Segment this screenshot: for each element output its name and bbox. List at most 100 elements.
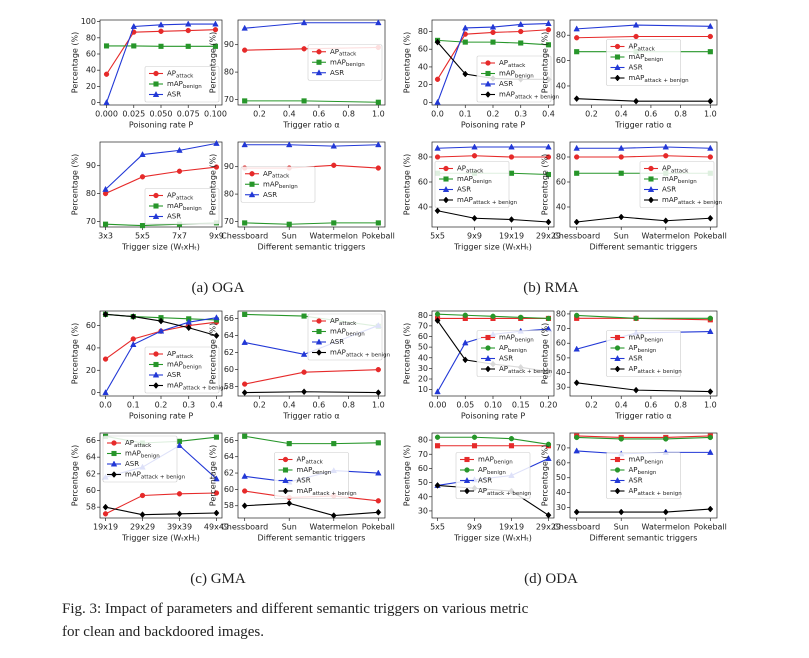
y-axis-label: Percentage (%) xyxy=(71,323,80,384)
marker xyxy=(315,69,323,76)
marker xyxy=(462,70,469,78)
figure-caption: Fig. 3: Impact of parameters and differe… xyxy=(62,601,529,617)
marker xyxy=(518,314,524,321)
y-axis-label: Percentage (%) xyxy=(71,445,80,506)
x-tick-label: 0.075 xyxy=(177,110,200,119)
marker xyxy=(508,170,515,176)
y-tick-label: 20 xyxy=(418,375,428,384)
x-tick-label: 5x5 xyxy=(135,232,150,241)
marker xyxy=(286,441,292,447)
marker xyxy=(152,371,160,378)
marker xyxy=(153,192,159,199)
y-axis-label: Percentage (%) xyxy=(209,154,218,215)
series-line xyxy=(244,435,379,445)
marker xyxy=(212,27,219,33)
legend-label: mAPattack + benign xyxy=(297,487,358,496)
marker xyxy=(573,345,580,352)
legend-label: mAPattack + benign xyxy=(629,74,690,83)
legend-box xyxy=(606,39,681,86)
marker xyxy=(618,508,625,516)
y-tick-label: 70 xyxy=(224,95,234,104)
y-tick-label: 60 xyxy=(556,56,566,65)
y-tick-label: 66 xyxy=(224,436,234,445)
legend-label: APattack xyxy=(330,48,357,57)
marker xyxy=(648,176,654,182)
marker xyxy=(139,223,146,229)
y-tick-label: 58 xyxy=(86,503,96,512)
series-line xyxy=(576,24,711,30)
x-axis-label: Trigger size (WₜxHₜ) xyxy=(121,534,200,543)
marker xyxy=(462,39,468,45)
marker xyxy=(176,441,183,448)
x-tick-label: 0.00 xyxy=(429,401,447,410)
y-tick-label: 60 xyxy=(224,365,234,374)
y-tick-label: 60 xyxy=(86,50,96,59)
legend-box xyxy=(102,435,178,483)
marker xyxy=(573,218,580,226)
x-tick-label: 0.15 xyxy=(512,401,530,410)
series-line xyxy=(576,35,711,39)
marker xyxy=(213,490,220,496)
marker xyxy=(471,153,478,159)
marker xyxy=(618,170,624,176)
x-tick-label: 0.4 xyxy=(615,401,628,410)
marker xyxy=(110,460,118,467)
marker xyxy=(248,191,256,198)
marker xyxy=(434,311,441,317)
marker xyxy=(442,185,450,192)
series-line xyxy=(244,391,379,394)
y-tick-label: 0 xyxy=(423,98,428,107)
series-line xyxy=(244,100,379,103)
legend-label: ASR xyxy=(662,186,676,194)
marker xyxy=(707,97,714,105)
marker xyxy=(158,317,164,325)
x-tick-label: 0.8 xyxy=(342,401,355,410)
plot-frame xyxy=(237,310,386,397)
x-axis-label: Trigger ratio α xyxy=(282,121,339,130)
marker xyxy=(213,475,220,482)
legend-label: mAPbenign xyxy=(125,450,160,459)
x-tick-label: 0.0 xyxy=(99,401,112,410)
y-tick-label: 70 xyxy=(556,443,566,452)
plot-frame xyxy=(99,141,223,228)
y-tick-label: 40 xyxy=(556,81,566,90)
x-tick-label: 9x9 xyxy=(209,232,224,241)
y-tick-label: 64 xyxy=(86,453,96,462)
marker xyxy=(111,471,117,478)
marker xyxy=(301,369,307,375)
y-tick-label: 60 xyxy=(224,485,234,494)
y-tick-label: 0 xyxy=(91,388,96,397)
marker xyxy=(614,54,621,60)
marker xyxy=(490,313,496,319)
marker xyxy=(316,328,322,335)
x-axis-label: Trigger size (WₜxHₜ) xyxy=(121,243,200,252)
marker xyxy=(153,361,159,368)
y-tick-label: 100 xyxy=(81,17,96,26)
plot-frame xyxy=(431,432,555,519)
series-line xyxy=(576,155,711,158)
marker xyxy=(471,214,478,222)
x-tick-label: Chessboard xyxy=(221,232,268,241)
marker xyxy=(153,351,159,357)
y-tick-label: 60 xyxy=(86,321,96,330)
marker xyxy=(489,23,497,30)
marker xyxy=(518,28,524,35)
legend-box xyxy=(144,66,220,103)
x-tick-label: 29x29 xyxy=(536,232,561,241)
marker xyxy=(574,312,580,319)
marker xyxy=(185,27,191,34)
marker xyxy=(282,476,289,483)
marker xyxy=(130,313,137,320)
legend-box xyxy=(476,55,552,103)
legend-label: mAPbenign xyxy=(330,58,365,67)
y-tick-label: 20 xyxy=(86,366,96,375)
marker xyxy=(176,168,183,174)
y-tick-label: 66 xyxy=(224,314,234,323)
x-tick-label: 0.100 xyxy=(204,110,227,119)
y-axis-label: Percentage (%) xyxy=(403,445,412,506)
plot-frame xyxy=(99,432,223,519)
marker xyxy=(139,174,146,180)
subcaption: (a) OGA xyxy=(192,280,245,296)
marker xyxy=(464,467,470,473)
marker xyxy=(286,141,293,148)
